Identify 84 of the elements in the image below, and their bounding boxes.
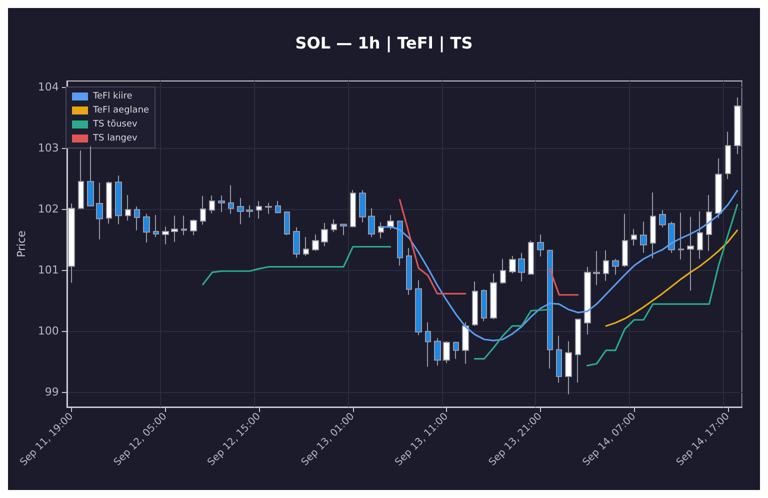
candlestick bbox=[659, 210, 666, 228]
candlestick bbox=[575, 318, 581, 384]
candlestick bbox=[162, 226, 169, 245]
candlestick bbox=[434, 338, 441, 366]
candlestick bbox=[640, 221, 647, 254]
y-tick-label: 99 bbox=[44, 385, 59, 398]
candlestick bbox=[312, 234, 319, 252]
candlestick bbox=[593, 250, 600, 286]
candlestick bbox=[246, 204, 253, 218]
candlestick bbox=[547, 249, 553, 370]
y-tick-label: 101 bbox=[38, 263, 59, 276]
candlestick bbox=[134, 206, 140, 231]
candlestick bbox=[500, 258, 506, 284]
candlestick bbox=[537, 234, 544, 257]
candlestick bbox=[612, 258, 619, 276]
candlestick bbox=[697, 210, 703, 260]
candlestick bbox=[528, 240, 534, 276]
candlestick bbox=[518, 252, 525, 282]
candlestick bbox=[331, 218, 337, 233]
candlestick bbox=[181, 215, 187, 236]
candlestick bbox=[321, 222, 328, 247]
candlestick bbox=[565, 340, 572, 395]
candlestick bbox=[200, 196, 206, 226]
candlestick bbox=[359, 190, 366, 223]
candlestick bbox=[190, 218, 197, 236]
candlestick bbox=[603, 250, 609, 282]
y-tick-label: 104 bbox=[38, 80, 59, 94]
candlestick bbox=[87, 146, 94, 208]
candlestick bbox=[284, 210, 290, 236]
candlestick bbox=[303, 236, 309, 256]
candlestick bbox=[397, 220, 403, 266]
candlestick bbox=[678, 212, 684, 260]
candlestick bbox=[481, 288, 487, 322]
candlestick bbox=[490, 273, 497, 320]
candlestick bbox=[453, 341, 459, 360]
candlestick bbox=[275, 200, 281, 214]
candlestick bbox=[556, 335, 562, 384]
candlestick bbox=[650, 192, 656, 259]
candlestick bbox=[350, 190, 356, 228]
candlestick bbox=[209, 195, 215, 214]
candlestick bbox=[631, 228, 637, 246]
candlestick bbox=[687, 216, 694, 292]
candlestick bbox=[668, 221, 675, 254]
candlestick bbox=[462, 322, 469, 364]
candlestick bbox=[106, 181, 112, 224]
candlestick bbox=[472, 280, 478, 326]
y-tick-label: 103 bbox=[38, 142, 59, 155]
candlestick bbox=[509, 255, 516, 274]
candlestick bbox=[125, 194, 131, 222]
candlestick bbox=[115, 174, 122, 225]
candlestick bbox=[293, 226, 300, 258]
candlestick bbox=[256, 200, 262, 220]
candlestick bbox=[622, 213, 628, 268]
line-series bbox=[605, 229, 738, 327]
candlestick bbox=[228, 184, 234, 214]
candlestick bbox=[706, 194, 712, 252]
candlestick bbox=[143, 213, 150, 243]
candlestick bbox=[584, 266, 591, 335]
candlestick bbox=[415, 280, 422, 336]
chart-title: SOL — 1h | TeFl | TS bbox=[295, 34, 473, 52]
line-series bbox=[380, 190, 738, 342]
candlestick bbox=[715, 158, 722, 219]
candlestick bbox=[68, 202, 75, 284]
y-tick-label: 102 bbox=[38, 202, 59, 216]
candlestick bbox=[725, 131, 731, 180]
y-axis-title: Price bbox=[15, 230, 28, 258]
candlestick bbox=[425, 322, 431, 368]
candlestick bbox=[368, 208, 375, 238]
candlestick bbox=[237, 197, 244, 225]
candlestick bbox=[218, 195, 225, 213]
candlestick bbox=[171, 215, 178, 242]
legend-label: TS langev bbox=[92, 134, 138, 144]
legend-label: TeFl aeglane bbox=[92, 106, 150, 116]
y-tick-label: 100 bbox=[38, 324, 59, 338]
candlestick bbox=[96, 182, 103, 240]
legend-label: TS tõusev bbox=[92, 120, 138, 130]
candlestick bbox=[153, 214, 159, 238]
candlestick bbox=[265, 202, 272, 214]
candlestick bbox=[78, 150, 84, 210]
candlestick bbox=[734, 96, 741, 155]
candlestick bbox=[406, 247, 412, 296]
candlestick bbox=[340, 224, 347, 236]
legend-label: TeFl kiire bbox=[92, 92, 133, 102]
candlestick bbox=[443, 340, 450, 364]
